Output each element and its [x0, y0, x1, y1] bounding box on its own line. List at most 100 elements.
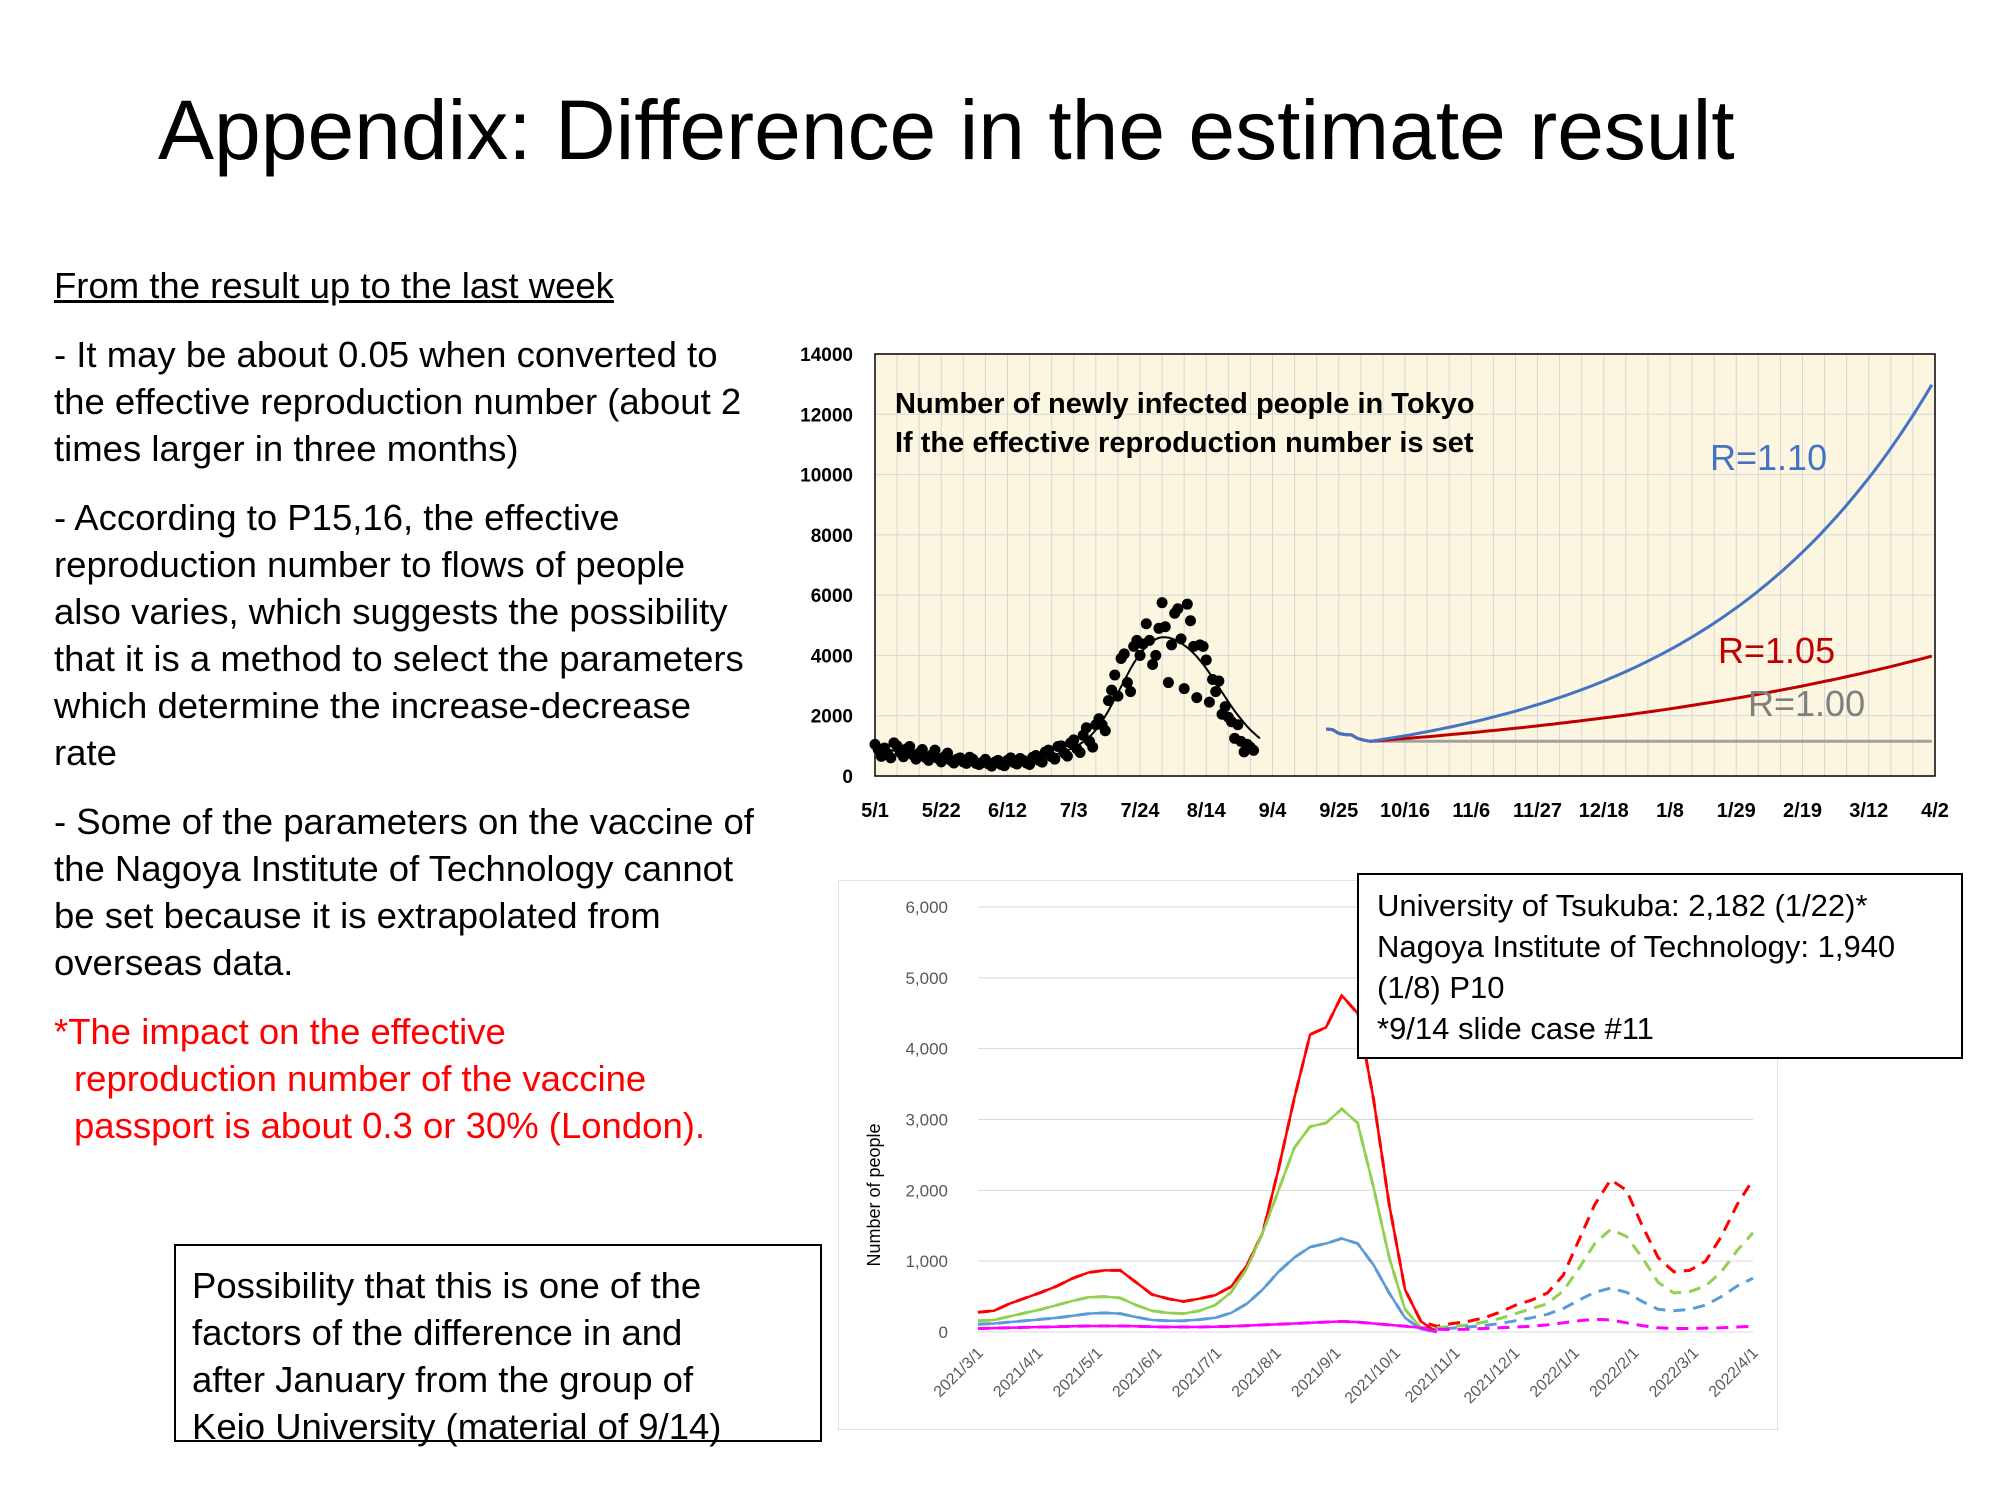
series-label-r100: R=1.00 — [1748, 683, 1865, 724]
chart1-data-point — [1112, 690, 1124, 702]
chart1-y-tick-label: 10000 — [800, 466, 853, 487]
chart1-data-point — [1121, 677, 1133, 689]
chart1-x-tick-label: 9/4 — [1259, 800, 1288, 820]
chart1-observed-points — [869, 597, 1260, 772]
chart1-data-point — [1068, 734, 1080, 746]
callout-line: Nagoya Institute of Technology: 1,940 — [1377, 929, 1896, 964]
chart1-x-tick-label: 7/3 — [1060, 800, 1088, 820]
chart1-data-point — [1156, 597, 1168, 609]
chart1-x-tick-label: 7/24 — [1121, 800, 1161, 820]
chart1-data-point — [1197, 640, 1209, 652]
chart1-data-point — [1175, 633, 1187, 645]
chart2-y-axis: 0 1,000 2,000 3,000 4,000 5,000 6,000 — [905, 898, 948, 1342]
bullet-2: - According to P15,16, the effective rep… — [54, 497, 744, 773]
chart1-grid — [874, 353, 1936, 777]
chart1-data-point — [1125, 686, 1137, 698]
callout-line: (1/8) P10 — [1377, 970, 1505, 1005]
chart1-y-tick-label: 6000 — [811, 586, 853, 607]
chart1-data-point — [1166, 639, 1178, 651]
possibility-box: Possibility that this is one of the fact… — [174, 1244, 822, 1447]
chart1-y-axis: 0 2000 4000 6000 8000 10000 12000 14000 — [800, 345, 853, 788]
chart1-data-point — [1191, 692, 1203, 704]
chart2-y-tick-label: 1,000 — [905, 1252, 948, 1271]
chart1-data-point — [1109, 669, 1121, 681]
series-label-r110: R=1.10 — [1710, 437, 1827, 478]
chart1-x-tick-label: 6/12 — [988, 800, 1027, 820]
chart1-x-tick-label: 2/19 — [1783, 800, 1822, 820]
chart1-data-point — [1178, 683, 1190, 695]
chart1-data-point — [1219, 701, 1231, 713]
tokyo-projection-chart: 0 2000 4000 6000 8000 10000 12000 14000 5/1 5/22… — [800, 345, 1949, 820]
chart2-y-tick-label: 3,000 — [905, 1111, 948, 1130]
chart1-data-point — [1118, 648, 1130, 660]
red-note-line: reproduction number of the vaccine — [74, 1058, 647, 1099]
possibility-line: after January from the group of — [192, 1359, 694, 1400]
chart1-data-point — [1087, 741, 1099, 753]
left-text-panel: From the result up to the last week - It… — [54, 262, 754, 1149]
bullet-1: - It may be about 0.05 when converted to… — [54, 334, 742, 469]
chart1-data-point — [1049, 753, 1061, 765]
possibility-line: Possibility that this is one of the — [192, 1265, 702, 1306]
possibility-line: factors of the difference in and — [192, 1312, 683, 1353]
chart1-x-tick-label: 1/29 — [1717, 800, 1756, 820]
chart1-x-tick-label: 5/1 — [861, 800, 889, 820]
chart1-x-tick-label: 12/18 — [1579, 800, 1629, 820]
chart1-data-point — [1074, 746, 1086, 758]
chart1-data-point — [1200, 654, 1212, 666]
chart1-data-point — [1036, 756, 1048, 768]
model-solid-line — [977, 1237, 1437, 1334]
chart1-annotation-line: If the effective reproduction number is … — [895, 427, 1474, 459]
possibility-line: Keio University (material of 9/14) — [192, 1406, 722, 1447]
chart2-y-tick-label: 5,000 — [905, 969, 948, 988]
chart1-data-point — [1134, 649, 1146, 661]
chart1-x-tick-label: 11/27 — [1513, 800, 1562, 820]
chart1-data-point — [1162, 677, 1174, 689]
chart1-annotation-line: Number of newly infected people in Tokyo — [895, 388, 1475, 420]
chart2-y-tick-label: 6,000 — [905, 898, 948, 917]
chart1-data-point — [1147, 658, 1159, 670]
chart1-border — [874, 353, 1936, 777]
chart2-y-tick-label: 4,000 — [905, 1040, 948, 1059]
chart1-x-axis: 5/1 5/22 6/12 7/3 7/24 8/14 9/4 9/25 10/16 11/6 11… — [861, 800, 1949, 820]
bullet-3: - Some of the parameters on the vaccine … — [54, 801, 754, 983]
chart1-data-point — [1181, 598, 1193, 610]
chart1-data-point — [1232, 719, 1244, 731]
chart1-y-tick-label: 8000 — [811, 526, 853, 547]
chart1-x-tick-label: 3/12 — [1849, 800, 1888, 820]
chart1-y-tick-label: 12000 — [800, 405, 853, 426]
chart1-data-point — [904, 740, 916, 752]
chart1-x-tick-label: 5/22 — [922, 800, 961, 820]
chart1-data-point — [1203, 696, 1215, 708]
chart2-y-label: Number of people — [864, 1123, 884, 1266]
chart1-data-point — [1099, 725, 1111, 737]
callout-line: *9/14 slide case #11 — [1377, 1011, 1654, 1046]
chart1-data-point — [1150, 649, 1162, 661]
chart1-x-tick-label: 8/14 — [1187, 800, 1227, 820]
red-note-line: *The impact on the effective — [54, 1011, 506, 1052]
chart1-data-point — [1061, 750, 1073, 762]
chart1-data-point — [1102, 695, 1114, 707]
chart1-data-point — [885, 752, 897, 764]
callout-box: University of Tsukuba: 2,182 (1/22)* Nag… — [1357, 873, 1963, 1059]
chart1-data-point — [1210, 686, 1222, 698]
chart1-y-tick-label: 0 — [842, 767, 853, 788]
red-note: *The impact on the effective reproductio… — [54, 1008, 754, 1149]
chart1-y-tick-label: 2000 — [811, 707, 853, 728]
chart2-y-tick-label: 2,000 — [905, 1181, 948, 1200]
chart1-x-tick-label: 4/2 — [1921, 800, 1949, 820]
chart1-data-point — [929, 744, 941, 756]
chart1-data-point — [1248, 744, 1260, 756]
chart1-x-tick-label: 11/6 — [1452, 800, 1490, 820]
chart1-data-point — [1184, 615, 1196, 627]
model-solid-line — [977, 1320, 1438, 1334]
chart1-data-point — [1080, 722, 1092, 734]
model-solid-line — [977, 1107, 1438, 1334]
projection-line — [1325, 727, 1932, 743]
chart1-data-point — [1159, 621, 1171, 633]
callout-line: University of Tsukuba: 2,182 (1/22)* — [1377, 888, 1868, 923]
chart1-y-tick-label: 4000 — [811, 646, 853, 667]
projection-line — [1325, 384, 1934, 743]
chart1-data-point — [1143, 634, 1155, 646]
chart1-x-tick-label: 10/16 — [1380, 800, 1430, 820]
chart1-data-point — [1140, 618, 1152, 630]
